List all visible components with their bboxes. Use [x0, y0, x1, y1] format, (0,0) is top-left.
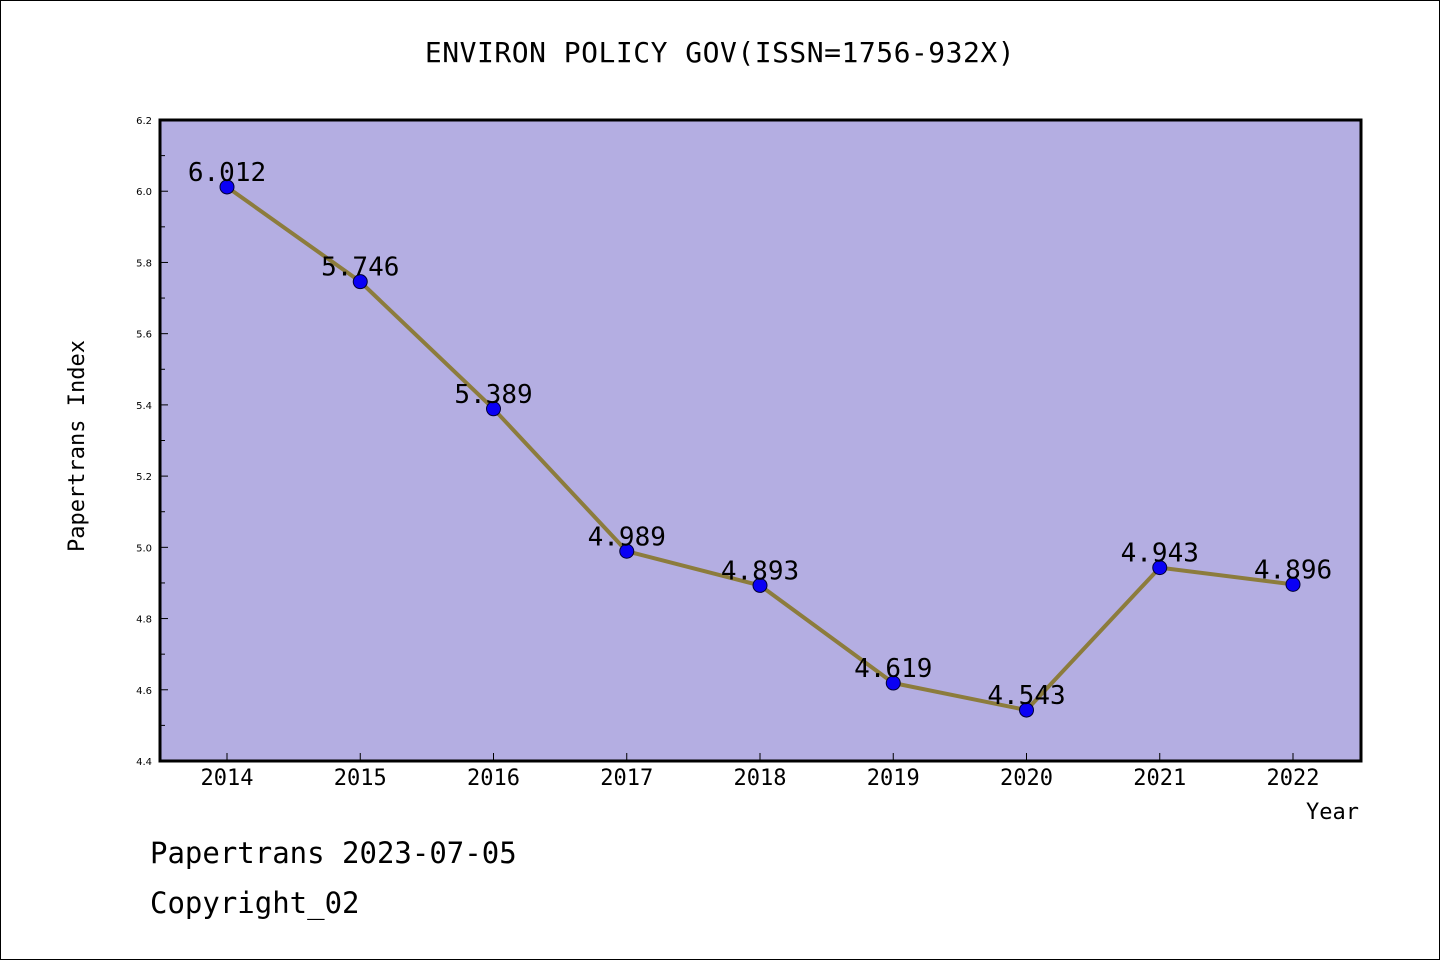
data-point [1019, 702, 1034, 718]
data-label: 4.943 [1121, 539, 1199, 569]
x-axis-label: Year [1306, 800, 1359, 825]
data-label: 4.619 [854, 654, 932, 684]
x-tick-label: 2018 [734, 766, 787, 791]
data-point [752, 577, 768, 593]
x-tick-label: 2019 [867, 766, 920, 791]
x-tick-label: 2022 [1267, 766, 1320, 791]
data-point [219, 179, 235, 195]
data-point [619, 543, 635, 559]
x-tick-label: 2020 [1000, 766, 1053, 791]
data-label: 4.896 [1254, 555, 1332, 585]
data-label: 4.989 [588, 522, 666, 552]
data-label: 5.746 [321, 253, 399, 283]
plot-area [160, 120, 1361, 761]
y-tick-label: 6.2 [136, 116, 152, 127]
plot-border [158, 118, 1363, 763]
y-tick-label: 5.6 [136, 330, 152, 341]
data-point [486, 401, 501, 417]
data-point [1152, 560, 1168, 576]
data-point [1285, 576, 1301, 592]
y-tick-label: 5.2 [136, 472, 152, 483]
data-point [352, 274, 368, 290]
y-tick-label: 6.0 [136, 187, 152, 198]
data-label: 6.012 [188, 158, 266, 188]
x-tick-label: 2016 [467, 766, 520, 791]
y-tick-label: 5.4 [136, 401, 152, 412]
y-axis-label: Papertrans Index [65, 340, 90, 552]
y-tick-label: 5.0 [136, 543, 152, 554]
chart-title: ENVIRON POLICY GOV(ISSN=1756-932X) [424, 36, 1016, 69]
footer-copyright: Copyright_02 [150, 886, 360, 920]
data-label: 5.389 [454, 380, 532, 410]
data-label: 4.543 [987, 681, 1065, 711]
x-tick-label: 2014 [201, 766, 254, 791]
y-tick-label: 4.8 [136, 615, 152, 626]
y-tick-label: 5.8 [136, 258, 152, 269]
y-tick-label: 4.6 [136, 686, 152, 697]
y-tick-label: 4.4 [136, 757, 152, 768]
x-tick-label: 2015 [334, 766, 387, 791]
footer-date: Papertrans 2023-07-05 [150, 836, 517, 870]
data-label: 4.893 [721, 556, 799, 586]
x-tick-label: 2021 [1133, 766, 1186, 791]
x-tick-label: 2017 [600, 766, 653, 791]
data-point [885, 675, 901, 691]
